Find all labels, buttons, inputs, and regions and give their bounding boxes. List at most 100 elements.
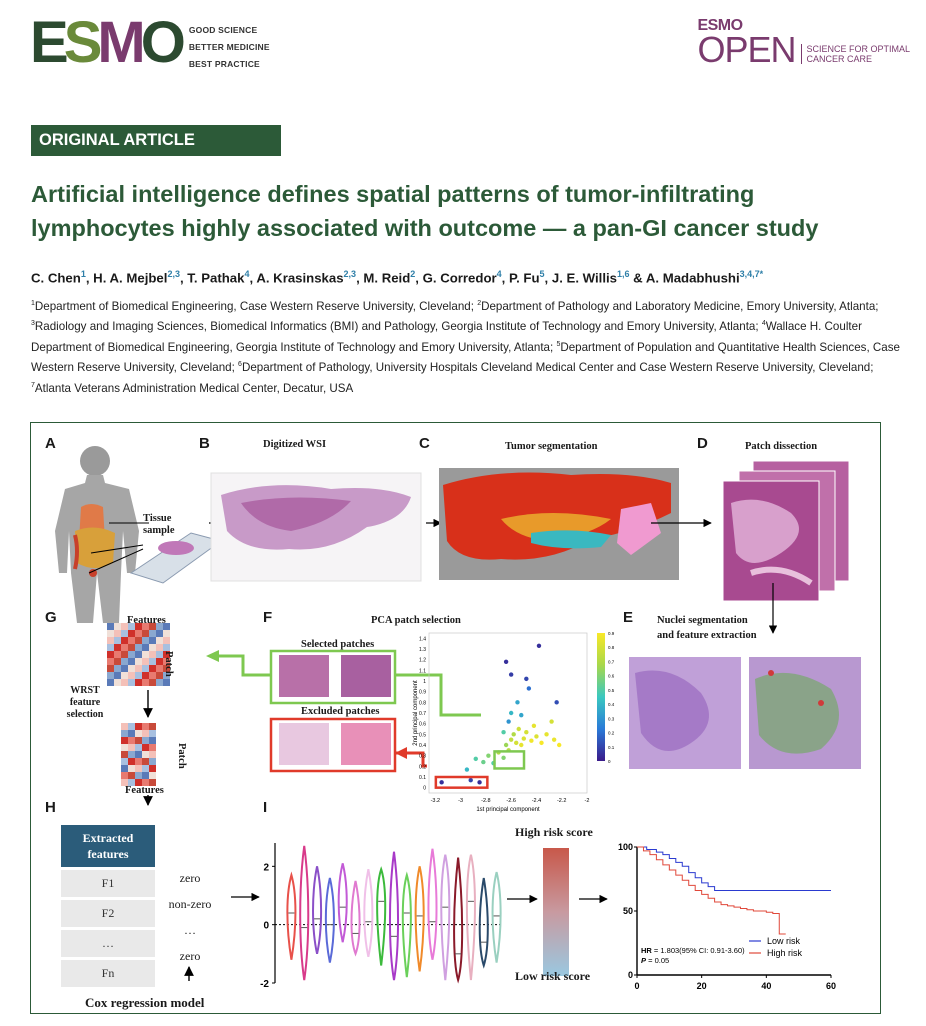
pca-y-tick: 0.3 [419, 754, 426, 760]
hr-label: HR [641, 946, 652, 955]
author-affiliation-sup: 2,3 [167, 269, 180, 279]
open-tagline: SCIENCE FOR OPTIMAL CANCER CARE [801, 44, 910, 64]
selected-patch-1 [279, 655, 329, 697]
lymphocyte-dot [768, 670, 774, 676]
heatmap-cell [142, 665, 149, 672]
pca-y-tick: 0.2 [419, 764, 426, 770]
km-x-tick: 40 [761, 981, 771, 991]
selected-patches-box [269, 649, 397, 705]
pca-point [551, 737, 557, 742]
heatmap-cell [128, 651, 135, 658]
violin-shape [363, 869, 374, 957]
km-hr-annotation: HR = 1.803(95% CI: 0.91-3.60) [641, 946, 745, 955]
pca-point [524, 730, 529, 735]
author-separator: , [415, 270, 423, 286]
pointer-lines [88, 522, 149, 574]
extracted-features-table: Extracted features F1 F2 … Fn [61, 825, 155, 990]
esmo-letter: E [30, 10, 69, 75]
author-separator: , [501, 270, 509, 286]
heatmap-cell [163, 637, 170, 644]
heatmap-cell [121, 751, 128, 758]
heatmap-cell [107, 644, 114, 651]
cluster-to-excluded-arrow [395, 751, 427, 768]
head-shape [80, 446, 110, 476]
panel-letter-d: D [697, 435, 708, 452]
author-name: A. Krasinskas [256, 270, 344, 286]
affiliations: 1Department of Biomedical Engineering, C… [31, 295, 916, 397]
heatmap-cell [128, 765, 135, 772]
heatmap-cell [128, 665, 135, 672]
esmo-letter: O [140, 10, 186, 75]
pca-title: PCA patch selection [371, 615, 461, 626]
heatmap-cell [156, 651, 163, 658]
pca-y-tick: 0.9 [419, 690, 426, 696]
pca-x-tick: -2 [585, 798, 590, 804]
heatmap-cell [149, 730, 156, 737]
pca-y-tick: 1.4 [419, 636, 426, 642]
violin-shape [427, 848, 438, 960]
pca-point [539, 740, 544, 746]
pca-point [519, 712, 524, 718]
panel-letter-a: A [45, 435, 56, 452]
esmo-logo-letters: ESMO [30, 14, 186, 72]
heatmap-cell [156, 623, 163, 630]
heatmap-cell [135, 644, 142, 651]
heatmap-cell [107, 637, 114, 644]
author-separator: , [179, 270, 188, 286]
heatmap-cell [142, 723, 149, 730]
violin-y-tick: 2 [263, 862, 269, 873]
violin-shape [465, 854, 476, 981]
km-curve [637, 846, 831, 892]
heatmap-cell [114, 651, 121, 658]
heatmap-cell [114, 672, 121, 679]
pca-y-tick: 0.1 [419, 775, 426, 781]
heatmap-cell [163, 679, 170, 686]
feature-cell: Fn [61, 958, 155, 990]
pca-point [524, 676, 529, 682]
heatmap-cell [121, 772, 128, 779]
label-line: selection [66, 709, 104, 720]
heatmap-cell [114, 644, 121, 651]
heatmap-cell [142, 751, 149, 758]
coef-value: non-zero [168, 897, 212, 911]
heatmap-cell [128, 623, 135, 630]
heatmap-cell [107, 623, 114, 630]
affiliation-text: Department of Biomedical Engineering, Ca… [34, 299, 478, 313]
coef-value: … [184, 923, 196, 937]
pca-x-tick: -2.4 [532, 798, 541, 804]
cluster-to-selected-arrow [395, 673, 481, 717]
panel-letter-f: F [263, 609, 273, 626]
affiliation-sup: 2 [477, 300, 482, 307]
colorbar-tick: 0.7 [608, 659, 615, 664]
heatmap-cell [135, 723, 142, 730]
pca-point [477, 780, 482, 785]
heatmap-cell [163, 644, 170, 651]
wsi-tissue-dark [241, 497, 351, 531]
feature-heatmap-bottom [121, 723, 156, 786]
heatmap-cell [114, 623, 121, 630]
pca-x-tick: -2.8 [481, 798, 490, 804]
heatmap-cell [128, 658, 135, 665]
heatmap-cell [128, 723, 135, 730]
pca-point [508, 737, 514, 742]
esmo-tagline-line: BETTER MEDICINE [188, 42, 270, 52]
pca-excluded-cluster-box [434, 775, 489, 789]
pca-point [516, 726, 521, 732]
excluded-patches-box [269, 717, 397, 773]
pca-point [501, 730, 506, 735]
heatmap-cell [142, 623, 149, 630]
heatmap-cell [135, 623, 142, 630]
pca-axes-box [428, 632, 588, 794]
heatmap-cell [135, 779, 142, 786]
colorbar-tick: 0.5 [608, 688, 615, 693]
violin-shape [388, 851, 400, 981]
pca-point [536, 643, 542, 648]
heatmap-cell [121, 779, 128, 786]
heatmap-cell [107, 665, 114, 672]
organ-colon [73, 534, 79, 570]
nuclei-cluster-right [755, 672, 839, 754]
colorbar-tick: 0.3 [608, 716, 615, 721]
heatmap-cell [135, 765, 142, 772]
heatmap-cell [121, 723, 128, 730]
pca-y-tick: 0.6 [419, 722, 426, 728]
